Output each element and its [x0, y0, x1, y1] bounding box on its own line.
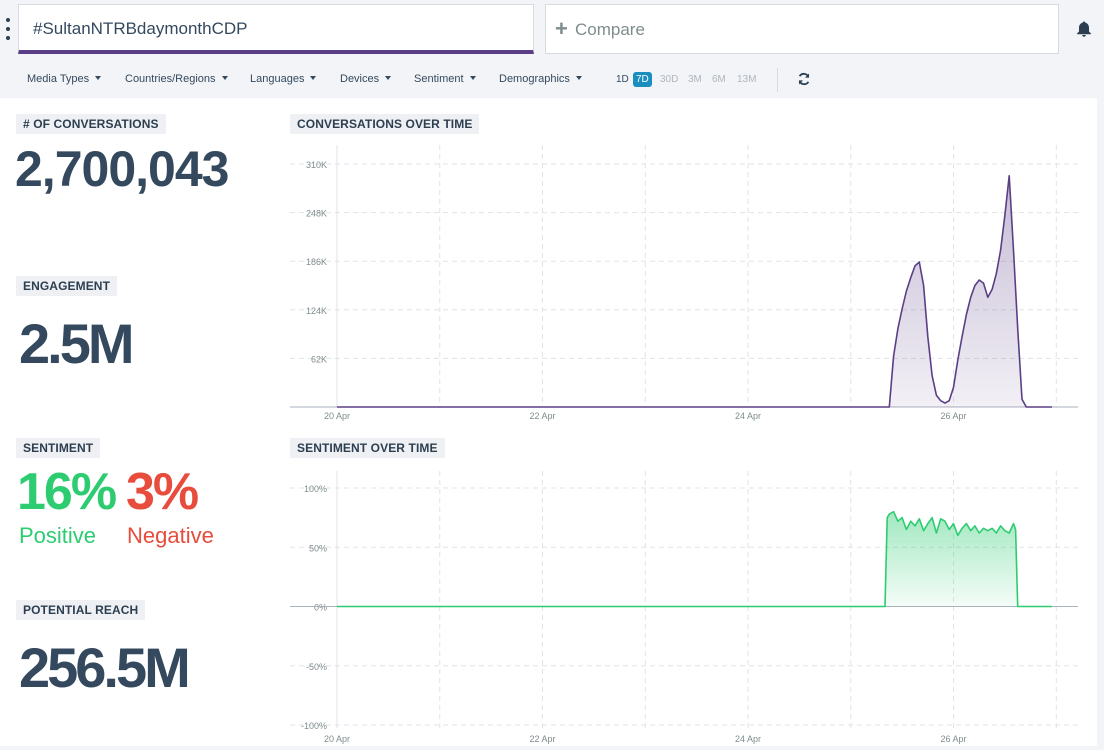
- compare-input[interactable]: + Compare: [545, 4, 1059, 54]
- filter-label: Languages: [250, 73, 305, 85]
- range-6m[interactable]: 6M: [712, 74, 726, 85]
- x-tick-label: 24 Apr: [735, 734, 761, 744]
- x-tick-label: 26 Apr: [941, 411, 967, 421]
- y-tick-label: -50%: [306, 662, 327, 672]
- refresh-icon[interactable]: [797, 72, 811, 86]
- series-line: [337, 175, 1052, 408]
- more-menu-icon[interactable]: [4, 18, 12, 40]
- caret-down-icon: [385, 76, 392, 80]
- negative-label: Negative: [127, 523, 214, 548]
- range-1d[interactable]: 1D: [616, 74, 629, 85]
- negative-percent: 3%: [126, 463, 199, 521]
- range-13m[interactable]: 13M: [737, 74, 757, 85]
- range-7d[interactable]: 7D: [633, 72, 652, 87]
- search-query-text: #SultanNTRBdaymonthCDP: [33, 19, 248, 38]
- conversations-value: 2,700,043: [15, 141, 229, 197]
- y-tick-label: 124K: [306, 306, 327, 316]
- compare-label: Compare: [575, 20, 645, 39]
- series-area: [337, 175, 1052, 407]
- filter-label: Demographics: [499, 73, 570, 85]
- series-area: [337, 511, 1052, 607]
- conversations-chart: 62K 124K 186K 248K 310K 20 Apr 22 Apr 24 Apr 26 …: [290, 145, 1078, 421]
- filter-sentiment[interactable]: Sentiment: [414, 73, 476, 85]
- sentiment-label: SENTIMENT: [16, 438, 101, 458]
- positive-label: Positive: [19, 523, 97, 548]
- x-tick-label: 20 Apr: [324, 734, 350, 744]
- filter-label: Countries/Regions: [125, 73, 216, 85]
- filter-languages[interactable]: Languages: [250, 73, 317, 85]
- reach-label: POTENTIAL REACH: [16, 600, 146, 620]
- engagement-label: ENGAGEMENT: [16, 276, 118, 296]
- x-tick-label: 22 Apr: [529, 411, 555, 421]
- plus-icon: +: [555, 16, 568, 41]
- y-tick-label: 248K: [306, 209, 327, 219]
- x-tick-label: 26 Apr: [941, 734, 967, 744]
- caret-down-icon: [221, 76, 228, 80]
- y-tick-label: 62K: [311, 354, 327, 364]
- conversations-chart-title: CONVERSATIONS OVER TIME: [290, 114, 480, 134]
- bell-icon[interactable]: [1075, 20, 1093, 38]
- x-tick-label: 22 Apr: [529, 734, 555, 744]
- caret-down-icon: [310, 76, 317, 80]
- x-tick-label: 24 Apr: [735, 411, 761, 421]
- x-tick-label: 20 Apr: [324, 411, 350, 421]
- y-tick-label: 186K: [306, 257, 327, 267]
- y-tick-label: 50%: [309, 543, 327, 553]
- caret-down-icon: [469, 76, 476, 80]
- filter-label: Media Types: [27, 73, 90, 85]
- range-30d[interactable]: 30D: [660, 74, 679, 85]
- top-bar: #SultanNTRBdaymonthCDP + Compare: [0, 0, 1104, 58]
- sentiment-chart-title: SENTIMENT OVER TIME: [290, 438, 445, 458]
- engagement-value: 2.5M: [19, 312, 134, 375]
- caret-down-icon: [575, 76, 582, 80]
- filter-media-types[interactable]: Media Types: [27, 73, 102, 85]
- y-tick-label: 310K: [306, 160, 327, 170]
- filter-label: Devices: [340, 73, 380, 85]
- filter-bar: Media Types Countries/Regions Languages …: [0, 62, 1104, 98]
- filter-devices[interactable]: Devices: [340, 73, 392, 85]
- series-line: [337, 510, 1052, 608]
- sentiment-chart: 100% 50% 0% -50% -100% 20 Apr 22 Apr 24 Apr 26 A…: [290, 471, 1078, 744]
- caret-down-icon: [95, 76, 102, 80]
- divider: [777, 68, 778, 92]
- filter-label: Sentiment: [414, 73, 464, 85]
- range-3m[interactable]: 3M: [688, 74, 702, 85]
- conversations-label: # OF CONVERSATIONS: [16, 114, 166, 134]
- filter-countries-regions[interactable]: Countries/Regions: [125, 73, 228, 85]
- reach-value: 256.5M: [19, 636, 191, 699]
- y-tick-label: 0%: [314, 603, 327, 613]
- search-input[interactable]: #SultanNTRBdaymonthCDP: [18, 4, 534, 54]
- y-tick-label: -100%: [301, 721, 327, 731]
- positive-percent: 16%: [17, 463, 117, 521]
- y-tick-label: 100%: [304, 484, 327, 494]
- filter-demographics[interactable]: Demographics: [499, 73, 582, 85]
- dashboard-panel: [0, 98, 1097, 746]
